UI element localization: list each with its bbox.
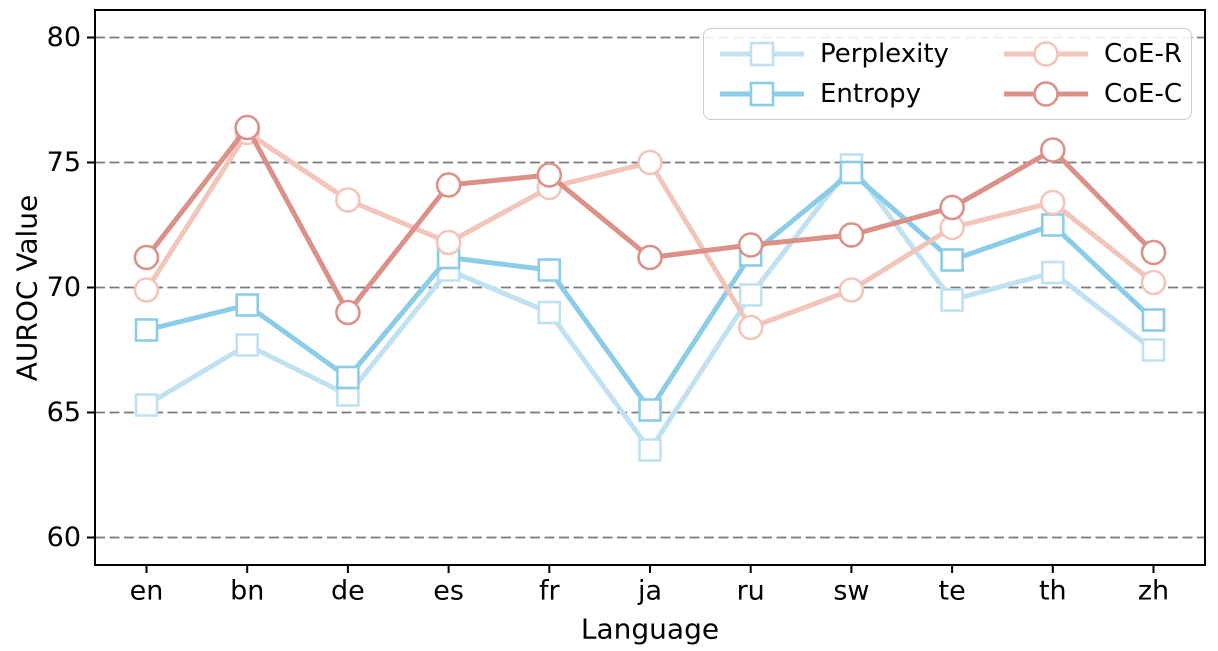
x-tick-label: bn [230,576,264,607]
legend-label: Entropy [820,79,922,109]
legend-swatch-icon [1004,41,1088,67]
x-tick-label: de [331,576,365,607]
legend-swatch-icon [1004,81,1088,107]
data-point-marker [133,244,160,271]
legend-label: CoE-C [1104,79,1183,109]
data-point-marker [1141,338,1166,362]
legend-marker-square [749,81,775,107]
data-point-marker [133,277,160,303]
legend-label: Perplexity [820,39,949,69]
x-tick-label: sw [833,576,869,607]
legend-marker-circle [1033,41,1059,67]
data-point-marker [838,277,865,303]
data-point-marker [939,194,965,221]
legend: Perplexity Entropy CoE-R CoE-C [703,28,1192,120]
legend-item-perplexity: Perplexity [718,40,1002,68]
data-point-marker [839,160,864,185]
y-tick-label: 75 [47,147,81,178]
y-tick-label: 80 [47,22,81,53]
legend-label: CoE-R [1104,39,1182,69]
data-point-marker [737,314,764,341]
x-tick-label: ja [637,576,662,607]
data-point-marker [1140,269,1167,296]
legend-item-entropy: Entropy [718,80,1002,108]
x-tick-label: en [130,576,164,607]
data-point-marker [134,318,159,342]
data-point-marker [1041,213,1065,237]
x-tick-label: fr [539,576,561,607]
x-tick-label: ru [737,576,765,607]
data-point-marker [235,333,259,357]
legend-marker-square [749,41,775,67]
data-point-marker [738,283,763,307]
y-axis-title: AUROC Value [10,194,44,382]
data-point-marker [737,232,764,258]
series-line-entropy [144,170,1156,413]
data-point-marker [838,222,865,248]
data-point-marker [435,172,462,198]
data-point-marker [235,293,259,317]
legend-swatch-icon [720,41,804,67]
data-point-marker [1040,137,1066,163]
legend-swatch-icon [720,81,804,107]
data-point-marker [435,229,462,256]
data-point-marker [940,288,964,312]
data-point-marker [1141,308,1166,332]
x-tick-label: es [433,576,464,607]
data-point-marker [940,248,964,272]
legend-marker-circle [1033,81,1059,107]
data-point-marker [638,438,662,462]
data-point-marker [1041,260,1065,285]
data-point-marker [134,393,159,417]
x-tick-label: th [1039,576,1067,607]
data-point-marker [537,258,562,282]
data-point-marker [637,149,663,176]
x-tick-label: zh [1138,576,1169,607]
x-tick-label: te [938,576,965,607]
legend-item-coe-c: CoE-C [1002,80,1185,108]
y-tick-label: 65 [47,397,81,428]
data-point-marker [1140,239,1167,266]
data-point-marker [234,114,260,141]
legend-item-coe-r: CoE-R [1002,40,1185,68]
data-point-marker [336,365,360,390]
data-point-marker [536,162,563,188]
data-point-marker [537,300,562,325]
data-point-marker [335,187,361,213]
data-point-marker [638,398,662,422]
y-tick-label: 70 [47,272,81,303]
data-point-marker [335,299,361,326]
y-tick-label: 60 [47,522,81,553]
data-point-marker [1040,189,1066,216]
x-axis-title: Language [580,612,720,646]
plot-border [94,9,1206,566]
data-point-marker [637,244,663,271]
